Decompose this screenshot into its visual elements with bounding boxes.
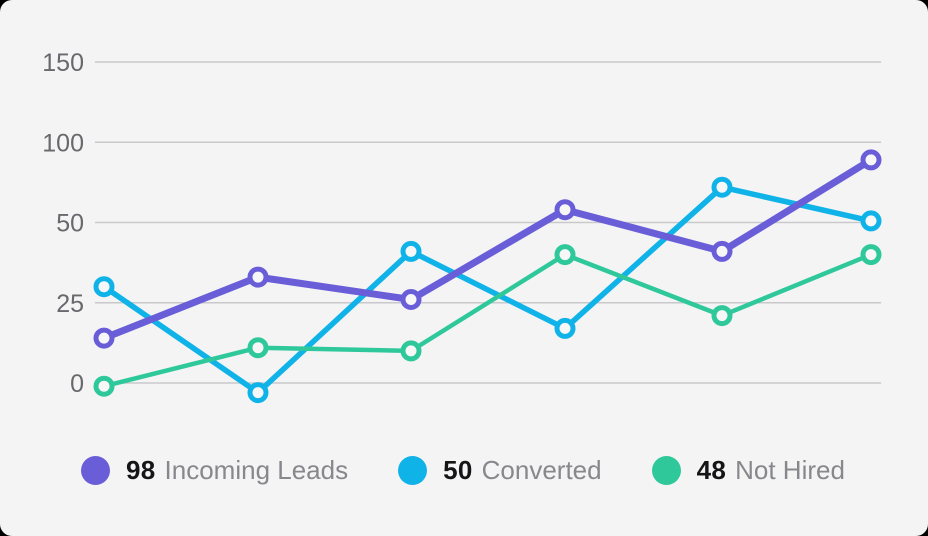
y-tick-label-150: 150 (42, 49, 84, 77)
data-point-converted-5[interactable] (860, 210, 882, 232)
y-tick-label-100: 100 (42, 129, 84, 157)
series-incoming-leads (93, 149, 882, 349)
data-point-converted-2[interactable] (400, 240, 422, 262)
legend-label: Converted (481, 455, 602, 485)
series-line-incoming-leads (100, 156, 875, 342)
legend-value: 50 (443, 455, 473, 485)
y-tick-label-25: 25 (56, 290, 84, 318)
series-not-hired (93, 244, 882, 397)
legend-label: Not Hired (735, 455, 845, 485)
data-point-not-hired-2[interactable] (400, 340, 422, 362)
legend-value: 48 (696, 455, 727, 485)
data-point-not-hired-1[interactable] (247, 337, 269, 359)
data-point-incoming-leads-2[interactable] (400, 289, 422, 310)
data-point-converted-1[interactable] (247, 382, 269, 404)
legend-item-incoming-leads[interactable]: 98 Incoming Leads (81, 455, 348, 486)
data-point-converted-3[interactable] (554, 317, 576, 339)
series-line-not-hired (101, 252, 874, 389)
data-point-converted-0[interactable] (93, 276, 115, 298)
data-point-incoming-leads-3[interactable] (554, 199, 576, 221)
converted-dot-icon (398, 456, 428, 485)
legend-value: 98 (126, 455, 156, 485)
data-point-incoming-leads-5[interactable] (860, 149, 882, 171)
chart-legend: 98 Incoming Leads 50 Converted 48 Not Hi… (81, 455, 845, 486)
data-point-incoming-leads-4[interactable] (711, 240, 733, 262)
y-tick-label-0: 0 (70, 370, 84, 398)
data-point-not-hired-0[interactable] (93, 375, 115, 397)
series-line-converted (101, 184, 874, 396)
data-point-incoming-leads-1[interactable] (247, 266, 269, 288)
y-tick-label-50: 50 (56, 210, 84, 238)
line-chart: 150 100 50 25 0 (42, 49, 882, 404)
legend-label: Incoming Leads (164, 455, 349, 485)
not-hired-dot-icon (651, 456, 681, 485)
legend-item-converted[interactable]: 50 Converted (398, 455, 602, 486)
data-point-not-hired-4[interactable] (711, 305, 733, 327)
series-converted (93, 176, 882, 404)
incoming-leads-dot-icon (81, 456, 110, 485)
data-point-not-hired-3[interactable] (554, 244, 576, 266)
data-point-converted-4[interactable] (711, 176, 733, 198)
data-point-incoming-leads-0[interactable] (93, 327, 115, 349)
data-point-not-hired-5[interactable] (860, 244, 882, 266)
legend-item-not-hired[interactable]: 48 Not Hired (651, 455, 845, 486)
